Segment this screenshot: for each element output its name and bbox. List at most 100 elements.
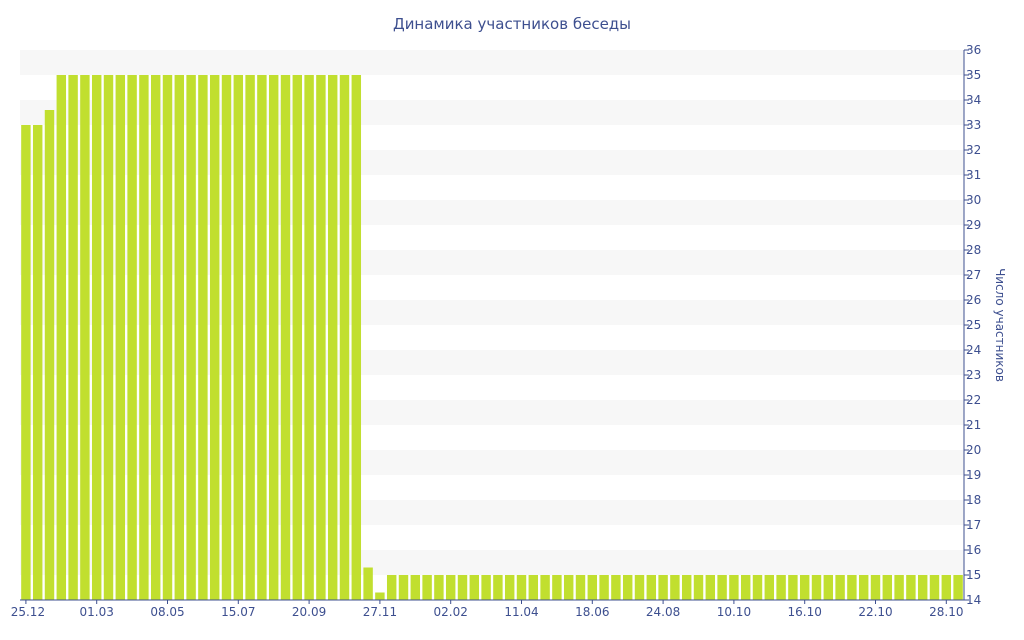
- bar: [776, 575, 786, 600]
- bar: [375, 592, 385, 600]
- y-tick-label: 26: [966, 293, 981, 307]
- x-tick-label: 18.06: [575, 605, 609, 619]
- bar: [245, 75, 255, 600]
- bar: [469, 575, 480, 600]
- bar: [504, 575, 515, 600]
- bar: [481, 575, 491, 600]
- bar: [91, 75, 102, 600]
- x-tick-label: 22.10: [858, 605, 892, 619]
- bar: [681, 575, 692, 600]
- bar: [953, 575, 963, 600]
- y-tick-label: 36: [966, 43, 981, 57]
- bar: [422, 575, 432, 600]
- y-tick-label: 35: [966, 68, 981, 82]
- y-tick-label: 19: [966, 468, 981, 482]
- y-tick-label: 23: [966, 368, 981, 382]
- bar: [398, 575, 409, 600]
- chart-title: Динамика участников беседы: [393, 15, 631, 33]
- bar: [611, 575, 621, 600]
- bar: [434, 575, 444, 600]
- bar: [257, 75, 267, 600]
- bar: [32, 125, 43, 600]
- bar: [80, 75, 90, 600]
- grid-band: [20, 550, 964, 575]
- bar: [870, 575, 881, 600]
- x-tick-label: 01.03: [80, 605, 114, 619]
- bar: [127, 75, 137, 600]
- bar: [847, 575, 857, 600]
- bar: [740, 575, 751, 600]
- grid-band: [20, 100, 964, 125]
- x-tick-label: 02.02: [434, 605, 468, 619]
- bar: [363, 567, 373, 600]
- y-tick-label: 14: [966, 593, 981, 607]
- bar: [929, 575, 940, 600]
- bar: [103, 75, 114, 600]
- bar: [209, 75, 220, 600]
- grid-band: [20, 500, 964, 525]
- bar: [894, 575, 904, 600]
- bar: [457, 575, 468, 600]
- y-tick-label: 20: [966, 443, 981, 457]
- x-tick-label: 08.05: [150, 605, 184, 619]
- y-tick-label: 15: [966, 568, 981, 582]
- y-tick-label: 24: [966, 343, 981, 357]
- bar: [150, 75, 161, 600]
- bar: [752, 575, 763, 600]
- bar: [658, 575, 668, 600]
- bar: [162, 75, 173, 600]
- bar: [339, 75, 350, 600]
- bar: [917, 575, 928, 600]
- bar: [268, 75, 279, 600]
- bar: [599, 575, 609, 600]
- y-tick-label: 29: [966, 218, 981, 232]
- y-tick-label: 34: [966, 93, 981, 107]
- bar: [221, 75, 232, 600]
- bar: [575, 575, 586, 600]
- bar: [717, 575, 727, 600]
- y-axis-label: Число участников: [993, 268, 1007, 382]
- bar: [670, 575, 680, 600]
- bar: [788, 575, 798, 600]
- x-tick-label: 16.10: [788, 605, 822, 619]
- bar: [56, 75, 67, 600]
- bar: [552, 575, 562, 600]
- bar: [563, 575, 574, 600]
- bar: [139, 75, 149, 600]
- bar: [835, 575, 845, 600]
- bar-series: [21, 75, 963, 600]
- bar: [21, 125, 31, 600]
- bar: [906, 575, 916, 600]
- bar: [410, 575, 421, 600]
- x-tick-label: 28.10: [929, 605, 963, 619]
- grid-band: [20, 450, 964, 475]
- bar: [280, 75, 291, 600]
- grid-band: [20, 200, 964, 225]
- x-axis-ticks: 25.12 01.03 08.05 15.07 20.09 27.11 02.02 11.04…: [11, 600, 963, 619]
- grid-band: [20, 50, 964, 75]
- y-tick-label: 22: [966, 393, 981, 407]
- x-tick-label: 11.04: [504, 605, 538, 619]
- y-tick-label: 25: [966, 318, 981, 332]
- bar: [327, 75, 338, 600]
- bar: [646, 575, 657, 600]
- bar: [528, 575, 539, 600]
- bar: [493, 575, 503, 600]
- y-tick-label: 33: [966, 118, 981, 132]
- y-tick-label: 32: [966, 143, 981, 157]
- bar: [540, 575, 550, 600]
- bar: [705, 575, 716, 600]
- bar: [44, 110, 55, 600]
- grid-band: [20, 300, 964, 325]
- bar: [729, 575, 739, 600]
- bar: [516, 575, 527, 600]
- grid-band: [20, 150, 964, 175]
- grid-band: [20, 250, 964, 275]
- x-tick-label: 20.09: [292, 605, 326, 619]
- y-tick-label: 27: [966, 268, 981, 282]
- x-tick-label: 27.11: [363, 605, 397, 619]
- bar: [316, 75, 326, 600]
- bar: [858, 575, 869, 600]
- bar: [186, 75, 196, 600]
